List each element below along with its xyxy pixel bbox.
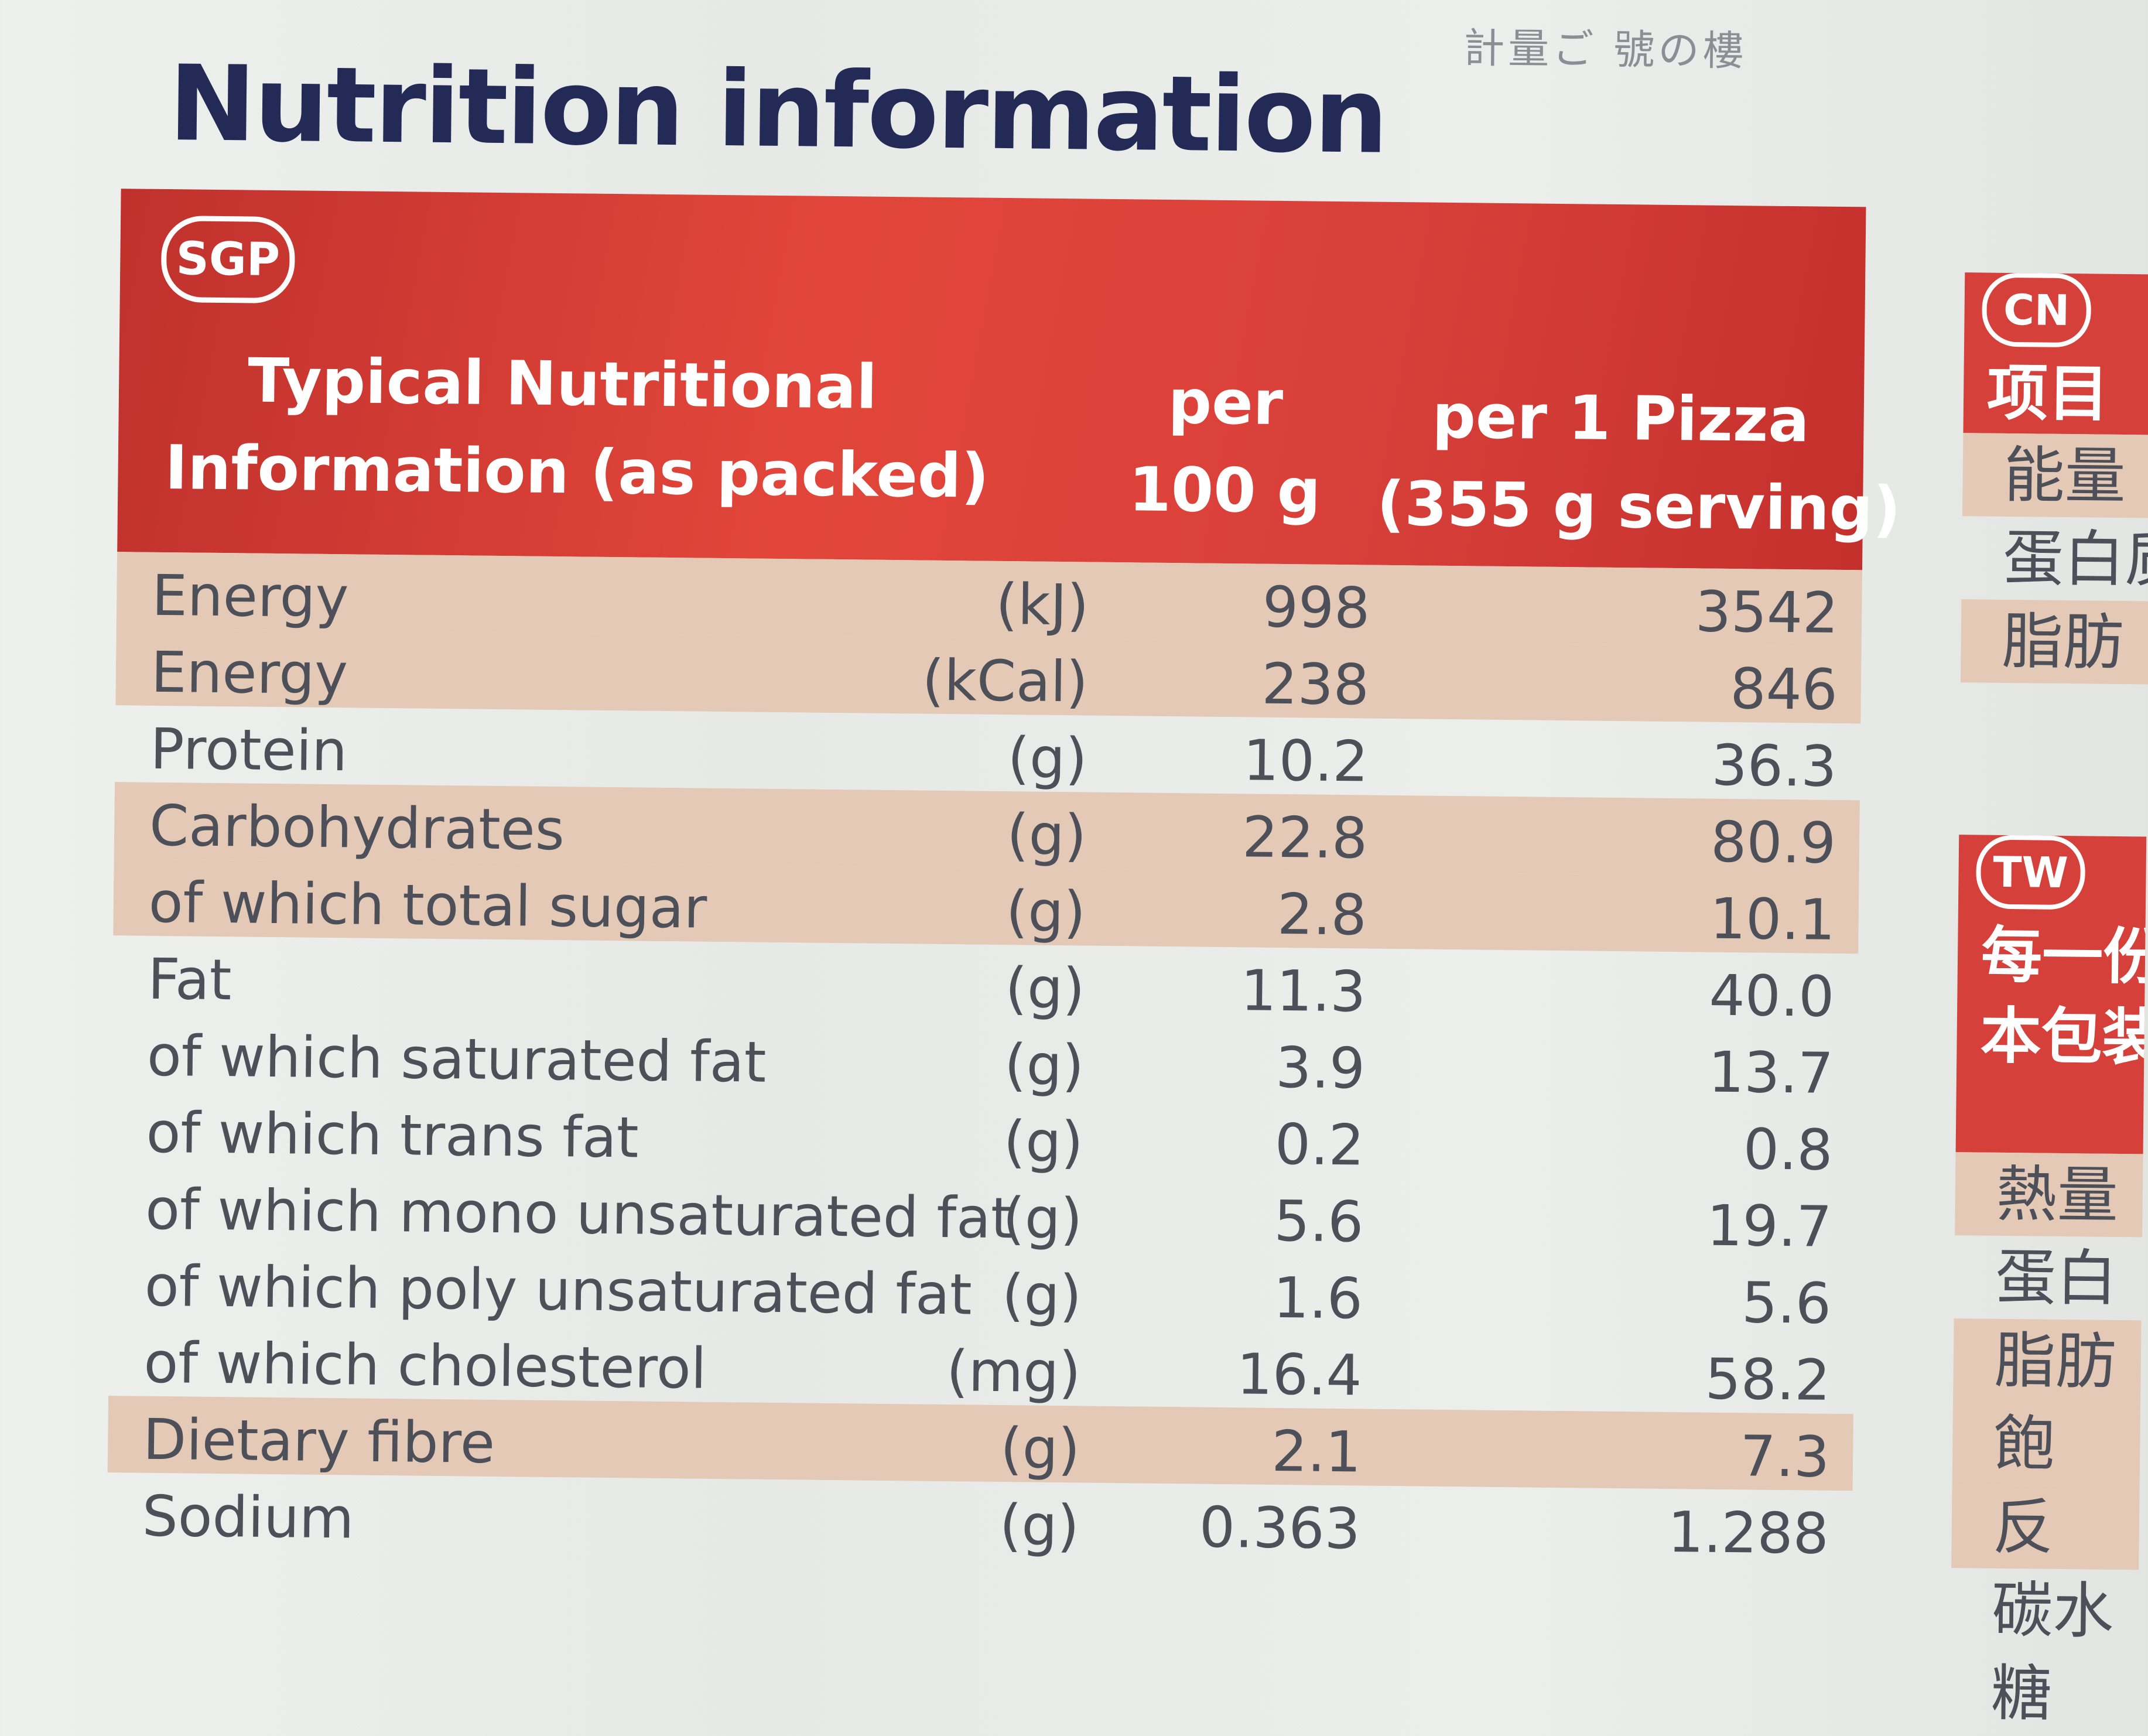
nutrient-name: Dietary fibre	[142, 1406, 495, 1476]
value-per-100g: 2.1	[1271, 1418, 1362, 1485]
cn-row: 蛋白质	[2002, 522, 2148, 596]
value-per-100g: 238	[1261, 651, 1370, 718]
value-per-serving: 36.3	[1711, 732, 1838, 799]
nutrient-name: Energy	[151, 562, 350, 631]
value-per-serving: 58.2	[1705, 1346, 1831, 1413]
nutrient-name: Fat	[147, 946, 232, 1013]
value-per-serving: 1.288	[1667, 1499, 1829, 1567]
value-per-100g: 5.6	[1274, 1188, 1364, 1255]
tw-row: 糖	[1990, 1657, 2053, 1730]
nutrient-unit: (g)	[1004, 955, 1086, 1022]
table-body: Energy (kJ) 998 3542 Energy (kCal) 238 846 Prote…	[107, 552, 1862, 1567]
tw-header-label: 本包装	[1980, 1000, 2145, 1074]
tw-header-label: 每一份	[1981, 919, 2146, 993]
nutrient-unit: (g)	[1000, 1416, 1080, 1482]
nutrient-name: of which cholesterol	[143, 1330, 707, 1402]
tw-badge: TW	[1975, 835, 2086, 910]
page-title: Nutrition information	[168, 43, 1387, 177]
value-per-serving: 0.8	[1743, 1116, 1834, 1183]
value-per-serving: 10.1	[1709, 886, 1836, 953]
nutrition-table: SGP Typical Nutritional Information (as …	[105, 189, 1901, 1671]
nutrient-name: Energy	[151, 639, 348, 708]
tw-row: 蛋白	[1995, 1241, 2118, 1314]
value-per-100g: 998	[1262, 574, 1370, 641]
value-per-serving: 40.0	[1709, 962, 1835, 1030]
value-per-serving: 13.7	[1708, 1039, 1834, 1106]
nutrient-unit: (mg)	[946, 1338, 1082, 1406]
nutrient-name: of which trans fat	[146, 1099, 639, 1171]
value-per-100g: 0.2	[1274, 1111, 1365, 1178]
value-per-100g: 11.3	[1240, 958, 1366, 1025]
value-per-serving: 846	[1730, 656, 1838, 723]
tw-side-panel: TW 每一份 本包装 熱量 蛋白 脂肪 飽 反 碳水 糖	[1949, 817, 2147, 1736]
cn-header: CN 项目	[1963, 272, 2148, 435]
top-text-fragment: 計量ご 號の樓	[1463, 24, 1747, 76]
header-description: Typical Nutritional Information (as pack…	[165, 344, 990, 512]
value-per-serving: 80.9	[1710, 809, 1836, 876]
cn-badge: CN	[1981, 272, 2092, 348]
nutrient-name: Carbohydrates	[149, 792, 565, 863]
nutrient-unit: (g)	[1004, 1032, 1085, 1099]
value-per-100g: 1.6	[1273, 1265, 1363, 1332]
tw-row: 碳水	[1991, 1574, 2115, 1647]
nutrient-unit: (kJ)	[995, 571, 1089, 638]
cn-row: 能量	[1962, 433, 2148, 518]
nutrient-unit: (g)	[1002, 1185, 1083, 1252]
nutrient-unit: (g)	[999, 1492, 1080, 1559]
nutrient-unit: (g)	[1006, 802, 1087, 869]
value-per-100g: 0.363	[1199, 1494, 1361, 1562]
tw-row: 反	[1951, 1485, 2140, 1570]
nutrient-unit: (g)	[1007, 725, 1088, 792]
nutrient-unit: (g)	[1001, 1262, 1082, 1329]
value-per-100g: 3.9	[1275, 1034, 1366, 1102]
tw-header: TW 每一份 本包装	[1955, 835, 2147, 1154]
nutrient-unit: (g)	[1005, 879, 1086, 945]
nutrient-name: of which saturated fat	[146, 1023, 767, 1095]
value-per-100g: 2.8	[1277, 881, 1367, 948]
header-per-serving: per 1 Pizza (355 g serving)	[1376, 380, 1901, 545]
nutrient-unit: (kCal)	[922, 647, 1089, 715]
nutrient-name: of which total sugar	[148, 869, 707, 941]
value-per-100g: 22.8	[1241, 804, 1368, 872]
tw-row: 脂肪	[1953, 1318, 2142, 1404]
value-per-serving: 19.7	[1706, 1192, 1832, 1260]
cn-side-panel: CN 项目 能量 蛋白质 脂肪	[1960, 255, 2148, 685]
nutrient-unit: (g)	[1003, 1109, 1084, 1175]
header-per-100g: per 100 g	[1128, 365, 1321, 527]
cn-row: 脂肪	[1960, 599, 2148, 685]
cn-header-label: 项目	[1986, 357, 2109, 430]
sgp-badge: SGP	[160, 215, 296, 304]
nutrient-name: Protein	[150, 716, 348, 784]
value-per-serving: 7.3	[1739, 1423, 1830, 1490]
value-per-100g: 10.2	[1243, 727, 1369, 795]
value-per-100g: 16.4	[1236, 1341, 1363, 1409]
value-per-serving: 3542	[1695, 579, 1839, 646]
value-per-serving: 5.6	[1741, 1270, 1832, 1337]
table-header: SGP Typical Nutritional Information (as …	[117, 189, 1901, 570]
tw-row: 飽	[1952, 1402, 2141, 1487]
tw-row: 熱量	[1955, 1152, 2143, 1238]
nutrient-name: Sodium	[142, 1483, 355, 1552]
